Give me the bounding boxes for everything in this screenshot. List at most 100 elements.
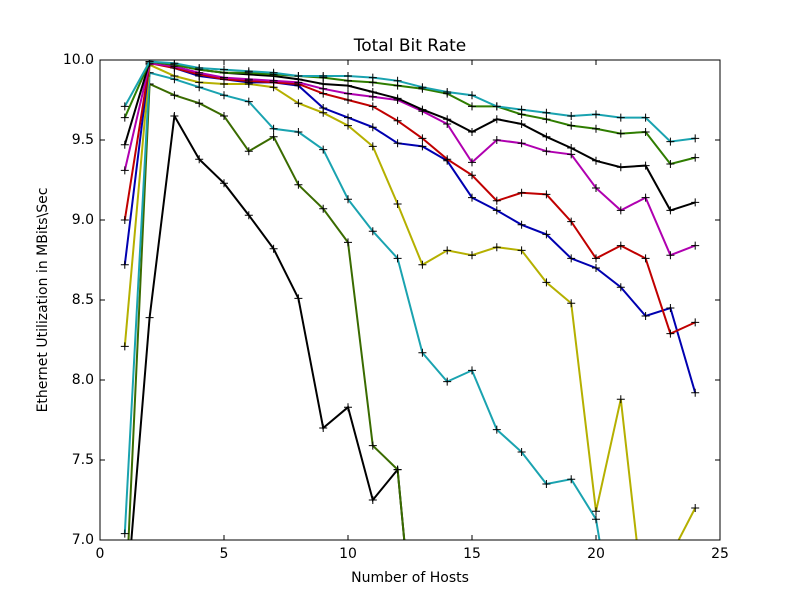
point-marker	[220, 91, 228, 100]
point-marker	[666, 160, 675, 168]
x-tick-label: 25	[711, 546, 729, 562]
y-tick-label: 9.5	[72, 132, 94, 148]
y-tick-label: 8.5	[72, 292, 94, 308]
point-marker	[344, 195, 352, 204]
point-marker	[145, 313, 154, 322]
point-marker	[368, 496, 377, 504]
point-marker	[492, 243, 501, 252]
y-tick-label: 8.0	[72, 372, 94, 388]
x-tick-label: 5	[220, 546, 229, 562]
point-marker	[542, 230, 551, 239]
point-marker	[641, 113, 650, 122]
point-marker	[120, 342, 129, 351]
series-line	[123, 63, 697, 540]
point-marker	[641, 161, 650, 170]
point-marker	[120, 113, 129, 122]
point-marker	[468, 158, 476, 167]
point-marker	[145, 60, 154, 66]
point-marker	[468, 366, 476, 375]
point-marker	[195, 99, 204, 108]
point-marker	[468, 251, 476, 260]
point-marker	[344, 72, 352, 80]
point-marker	[567, 121, 576, 130]
point-marker	[567, 112, 576, 120]
point-marker	[592, 507, 600, 516]
point-marker	[294, 180, 303, 189]
point-marker	[269, 68, 278, 77]
point-marker	[542, 147, 551, 156]
point-marker	[616, 163, 625, 172]
point-marker	[517, 188, 526, 197]
y-tick-label: 10.0	[63, 52, 94, 68]
point-marker	[269, 124, 278, 133]
point-marker	[443, 115, 452, 124]
point-marker	[220, 65, 228, 74]
point-marker	[170, 112, 179, 120]
point-marker	[294, 128, 303, 136]
point-marker	[691, 504, 700, 512]
point-marker	[691, 318, 700, 327]
point-marker	[666, 251, 675, 260]
point-marker	[344, 89, 352, 98]
point-marker	[393, 139, 402, 148]
point-marker	[393, 254, 402, 263]
point-marker	[542, 108, 551, 117]
point-marker	[492, 102, 501, 111]
point-marker	[344, 238, 352, 247]
point-marker	[542, 278, 551, 287]
point-marker	[418, 142, 427, 151]
x-tick-label: 20	[587, 546, 605, 562]
point-marker	[567, 254, 576, 263]
point-marker	[368, 142, 377, 151]
point-marker	[418, 134, 427, 143]
series-line	[123, 62, 696, 335]
point-marker	[567, 217, 576, 226]
point-marker	[616, 129, 625, 138]
point-marker	[666, 304, 675, 312]
point-marker	[616, 206, 625, 215]
point-marker	[517, 448, 526, 456]
point-marker	[120, 529, 129, 538]
point-marker	[468, 193, 476, 202]
point-marker	[319, 424, 328, 432]
point-marker	[468, 128, 476, 136]
point-marker	[492, 425, 501, 434]
series-line	[123, 60, 696, 166]
point-marker	[368, 102, 377, 111]
point-marker	[393, 94, 402, 103]
y-tick-label: 7.5	[72, 452, 94, 468]
point-marker	[468, 102, 476, 111]
point-marker	[592, 124, 600, 133]
plot-area	[120, 60, 700, 540]
y-axis-label: Ethernet Utilization in MBits\Sec	[35, 188, 51, 413]
point-marker	[492, 196, 501, 205]
point-marker	[616, 113, 625, 122]
point-marker	[492, 206, 501, 215]
y-tick-label: 7.0	[72, 532, 94, 548]
point-marker	[592, 184, 600, 192]
point-marker	[666, 206, 675, 215]
point-marker	[294, 72, 303, 80]
point-marker	[368, 441, 377, 450]
point-marker	[517, 220, 526, 229]
point-marker	[691, 198, 700, 207]
point-marker	[666, 137, 675, 146]
point-marker	[120, 140, 129, 149]
point-marker	[517, 246, 526, 255]
point-marker	[294, 294, 303, 303]
point-marker	[269, 244, 278, 253]
point-marker	[542, 190, 551, 199]
point-marker	[641, 312, 650, 320]
point-marker	[542, 480, 551, 488]
point-marker	[443, 155, 452, 164]
point-marker	[344, 113, 352, 122]
point-marker	[691, 388, 700, 397]
point-marker	[616, 241, 625, 250]
point-marker	[269, 132, 278, 141]
point-marker	[418, 260, 427, 269]
chart-title: Total Bit Rate	[353, 36, 467, 56]
point-marker	[542, 132, 551, 141]
point-marker	[368, 88, 377, 96]
x-tick-label: 15	[463, 546, 481, 562]
